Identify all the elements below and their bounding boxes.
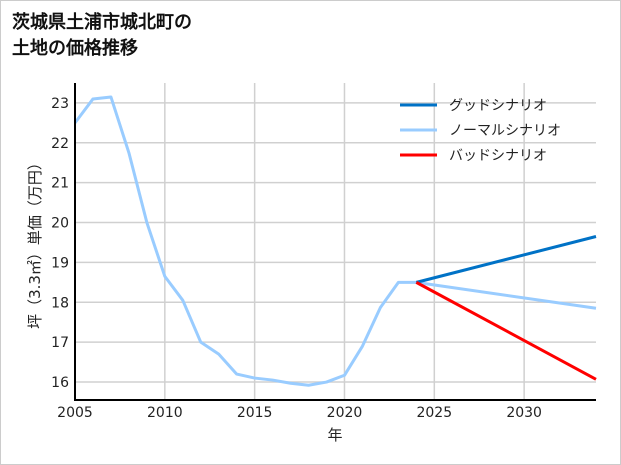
y-tick-label: 19: [51, 255, 69, 271]
x-axis-label: 年: [327, 426, 342, 444]
title-line-1: 茨城県土浦市城北町の: [12, 12, 192, 33]
title-line-2: 土地の価格推移: [12, 38, 138, 59]
y-axis-label: 坪（3.3㎡）単価（万円）: [26, 155, 44, 329]
x-tick-label: 2005: [57, 405, 93, 421]
y-tick-label: 17: [51, 335, 69, 351]
legend-label: ノーマルシナリオ: [449, 123, 561, 139]
x-tick-label: 2015: [237, 405, 273, 421]
y-tick-label: 21: [51, 176, 69, 192]
x-tick-label: 2030: [506, 405, 542, 421]
legend-label: グッドシナリオ: [449, 98, 547, 114]
legend-label: バッドシナリオ: [449, 148, 547, 164]
y-tick-label: 18: [51, 295, 69, 311]
y-tick-label: 22: [51, 136, 69, 152]
series-line-1: [73, 95, 597, 387]
x-tick-label: 2025: [416, 405, 452, 421]
x-tick-label: 2020: [327, 405, 363, 421]
y-tick-label: 16: [51, 375, 69, 391]
chart-title: 茨城県土浦市城北町の 土地の価格推移: [12, 10, 192, 62]
y-tick-label: 20: [51, 216, 69, 232]
series-line-2: [415, 281, 597, 381]
y-tick-label: 23: [51, 96, 69, 112]
x-tick-label: 2010: [147, 405, 183, 421]
series-line-0: [415, 235, 597, 284]
